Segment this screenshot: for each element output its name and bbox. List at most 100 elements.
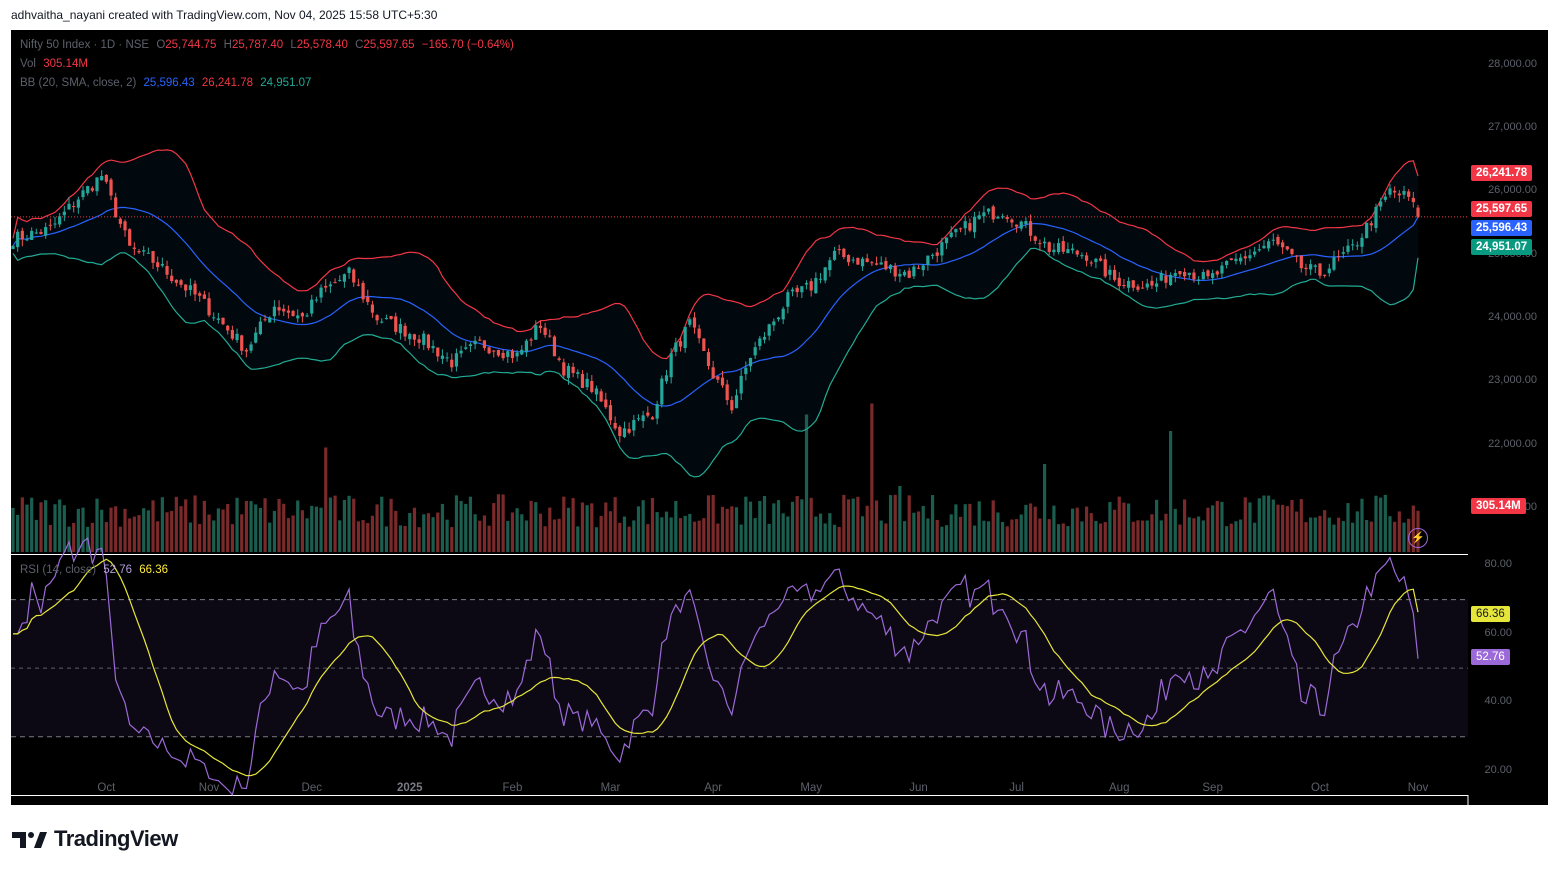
volume-bar	[683, 515, 687, 552]
candle-body	[762, 336, 767, 340]
candle-body	[62, 211, 66, 216]
volume-bar	[944, 525, 949, 552]
volume-bar	[627, 526, 631, 552]
time-axis-label: Nov	[198, 782, 220, 794]
price-chart-svg[interactable]	[11, 30, 1548, 805]
volume-bar	[468, 496, 473, 552]
volume-bar	[1070, 508, 1075, 552]
candle-body	[1005, 217, 1009, 219]
candle-body	[1150, 280, 1154, 286]
candle-body	[907, 270, 911, 278]
candle-body	[235, 333, 239, 341]
volume-bar	[874, 500, 879, 552]
volume-bar	[249, 501, 253, 552]
price-axis-tick: 23,000.00	[1488, 374, 1537, 387]
candle-body	[347, 267, 351, 273]
volume-bar	[846, 499, 851, 552]
volume-bar	[935, 519, 939, 552]
candle-body	[53, 223, 57, 225]
candle-body	[1014, 224, 1019, 227]
lightning-icon[interactable]: ⚡	[1408, 528, 1428, 548]
volume-bar	[216, 508, 220, 552]
candle-body	[622, 428, 627, 437]
candle-body	[109, 179, 113, 196]
price-axis-tick: 24,000.00	[1488, 310, 1537, 323]
candle-body	[123, 221, 127, 231]
candle-body	[879, 262, 883, 265]
candle-body	[1365, 222, 1369, 239]
volume-bar	[1206, 507, 1210, 552]
volume-bar	[202, 500, 206, 552]
volume-bar	[996, 512, 1000, 552]
volume-bar	[450, 527, 454, 552]
candle-body	[1075, 250, 1079, 255]
volume-bar	[123, 508, 127, 552]
volume-bar	[412, 507, 417, 552]
volume-bar	[618, 522, 622, 552]
candle-body	[1066, 249, 1070, 254]
candle-body	[725, 384, 729, 401]
candle-body	[692, 317, 697, 328]
chart-frame[interactable]: Nifty 50 Index · 1D · NSE O25,744.75 H25…	[11, 30, 1548, 805]
volume-bar	[622, 516, 627, 552]
candle-body	[608, 405, 613, 421]
candle-body	[1159, 273, 1163, 281]
candle-body	[1243, 256, 1247, 259]
rsi-value: 52.76	[103, 564, 133, 576]
candle-body	[380, 321, 384, 323]
candle-body	[1052, 249, 1056, 253]
bb-lower-value: 24,951.07	[260, 77, 312, 89]
volume-bar	[1028, 503, 1033, 552]
candle-body	[898, 273, 902, 277]
candle-body	[1211, 273, 1215, 278]
volume-bar	[608, 511, 613, 552]
volume-value: 305.14M	[43, 58, 88, 70]
volume-bar	[436, 512, 440, 552]
volume-bar	[53, 504, 57, 552]
volume-bar	[492, 503, 496, 552]
volume-bar	[767, 523, 771, 552]
volume-bar	[795, 496, 799, 552]
volume-bar	[1019, 514, 1023, 552]
candle-body	[422, 333, 426, 345]
volume-bar	[184, 499, 188, 552]
candle-body	[86, 186, 90, 194]
candle-body	[781, 308, 785, 320]
volume-bar	[1108, 502, 1112, 552]
candle-body	[529, 339, 533, 341]
volume-bar	[226, 503, 230, 552]
volume-bar	[440, 503, 445, 552]
candle-body	[678, 341, 683, 347]
candle-body	[1042, 241, 1047, 244]
volume-bar	[151, 500, 155, 552]
candle-body	[296, 315, 300, 319]
bb-fill	[13, 149, 1418, 477]
volume-bar	[646, 524, 650, 552]
candle-body	[613, 422, 617, 429]
candle-body	[664, 375, 669, 382]
volume-bar	[1383, 494, 1387, 552]
candle-body	[226, 325, 230, 331]
volume-bar	[230, 524, 234, 552]
volume-bar	[1183, 499, 1187, 552]
volume-bar	[716, 523, 720, 552]
candle-body	[1341, 252, 1345, 254]
volume-bar	[67, 526, 71, 552]
volume-bar	[1197, 516, 1201, 552]
candle-body	[814, 277, 818, 294]
candle-body	[1197, 279, 1201, 281]
candle-body	[972, 216, 977, 233]
candle-body	[669, 353, 673, 378]
candle-body	[837, 249, 841, 251]
time-axis-label: Dec	[301, 782, 322, 794]
price-axis-tick: 26,000.00	[1488, 184, 1537, 197]
candle-body	[977, 215, 981, 219]
volume-bar	[818, 513, 823, 552]
candle-body	[459, 350, 463, 354]
candle-body	[893, 265, 897, 277]
candle-body	[473, 340, 477, 345]
candle-body	[809, 281, 813, 291]
volume-bar	[1369, 521, 1373, 552]
volume-bar	[128, 518, 132, 552]
candle-body	[1402, 190, 1406, 195]
